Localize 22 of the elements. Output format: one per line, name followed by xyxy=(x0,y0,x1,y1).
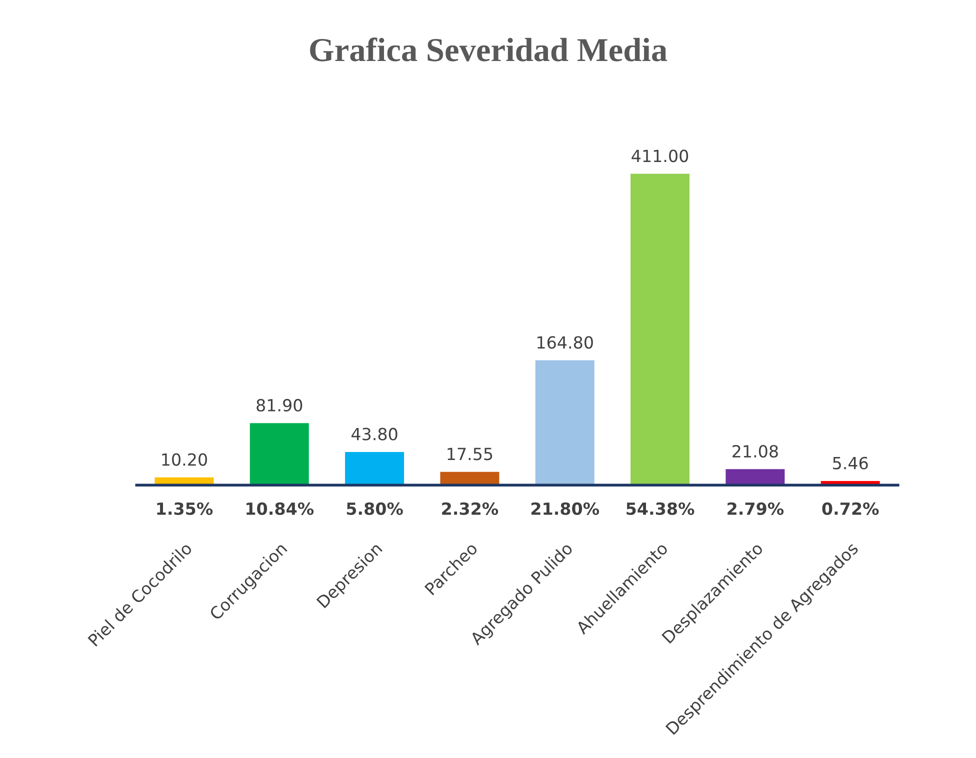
bar xyxy=(250,423,309,486)
text: 21.80% xyxy=(531,502,600,515)
data-label: 21.08 xyxy=(732,444,778,458)
data-label: 81.90 xyxy=(256,398,302,412)
text: 54.38% xyxy=(626,502,694,515)
data-label: 17.55 xyxy=(448,448,492,460)
text: 5.80% xyxy=(346,502,403,515)
bar xyxy=(726,469,785,486)
text: 10.84% xyxy=(246,502,314,515)
text: 0.72% xyxy=(822,502,879,515)
bar xyxy=(535,360,594,486)
data-label: 164.80 xyxy=(538,336,593,349)
chart-title: Grafica Severidad Media xyxy=(310,38,668,62)
bar xyxy=(345,452,404,486)
data-label: 5.46 xyxy=(833,456,868,470)
text: 2.79% xyxy=(728,502,784,515)
data-label: 411.00 xyxy=(632,150,688,162)
text: 2.32% xyxy=(442,502,498,515)
bar xyxy=(630,174,690,486)
data-label: 10.20 xyxy=(162,453,207,466)
text: 1.35% xyxy=(157,502,213,515)
data-label: 43.80 xyxy=(352,428,398,440)
